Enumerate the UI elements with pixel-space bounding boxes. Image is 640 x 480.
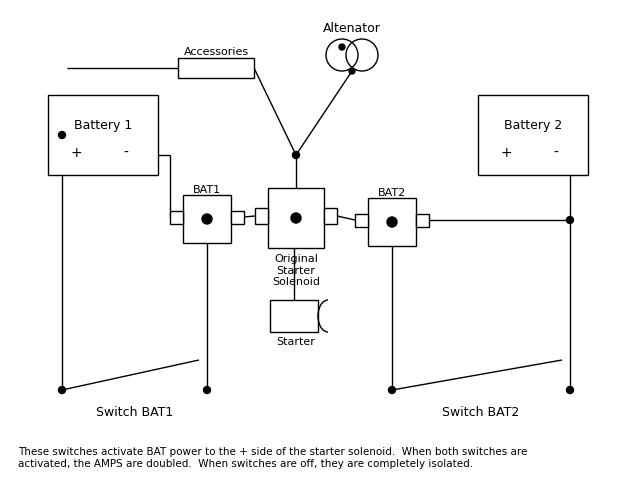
Circle shape	[349, 68, 355, 74]
Circle shape	[566, 216, 573, 224]
Text: Battery 2: Battery 2	[504, 119, 562, 132]
Text: Accessories: Accessories	[184, 47, 248, 57]
Text: BAT1: BAT1	[193, 185, 221, 195]
Bar	[355, 214, 368, 227]
Bar	[48, 95, 158, 175]
Bar	[231, 211, 244, 224]
Circle shape	[387, 217, 397, 227]
Text: Switch BAT2: Switch BAT2	[442, 406, 520, 419]
Text: Starter: Starter	[276, 337, 316, 347]
Bar	[324, 208, 337, 224]
Bar	[255, 208, 268, 224]
Bar	[170, 211, 183, 224]
Bar	[270, 300, 318, 332]
Bar	[478, 95, 588, 175]
Circle shape	[204, 386, 211, 394]
Circle shape	[292, 152, 300, 158]
Circle shape	[291, 213, 301, 223]
Bar	[178, 58, 254, 78]
Text: Battery 1: Battery 1	[74, 119, 132, 132]
Bar	[183, 195, 231, 243]
Text: +: +	[500, 146, 512, 160]
Circle shape	[58, 386, 65, 394]
Circle shape	[339, 44, 345, 50]
Circle shape	[566, 386, 573, 394]
Bar	[368, 198, 416, 246]
Bar	[416, 214, 429, 227]
Text: +: +	[70, 146, 82, 160]
Text: These switches activate BAT power to the + side of the starter solenoid.  When b: These switches activate BAT power to the…	[18, 447, 527, 469]
Circle shape	[202, 214, 212, 224]
Text: BAT2: BAT2	[378, 188, 406, 198]
Bar	[268, 188, 324, 248]
Circle shape	[58, 132, 65, 139]
Text: -: -	[124, 146, 129, 160]
Text: -: -	[554, 146, 559, 160]
Circle shape	[388, 386, 396, 394]
Text: Original
Starter
Solenoid: Original Starter Solenoid	[272, 254, 320, 287]
Text: Switch BAT1: Switch BAT1	[96, 406, 173, 419]
Text: Altenator: Altenator	[323, 23, 381, 36]
